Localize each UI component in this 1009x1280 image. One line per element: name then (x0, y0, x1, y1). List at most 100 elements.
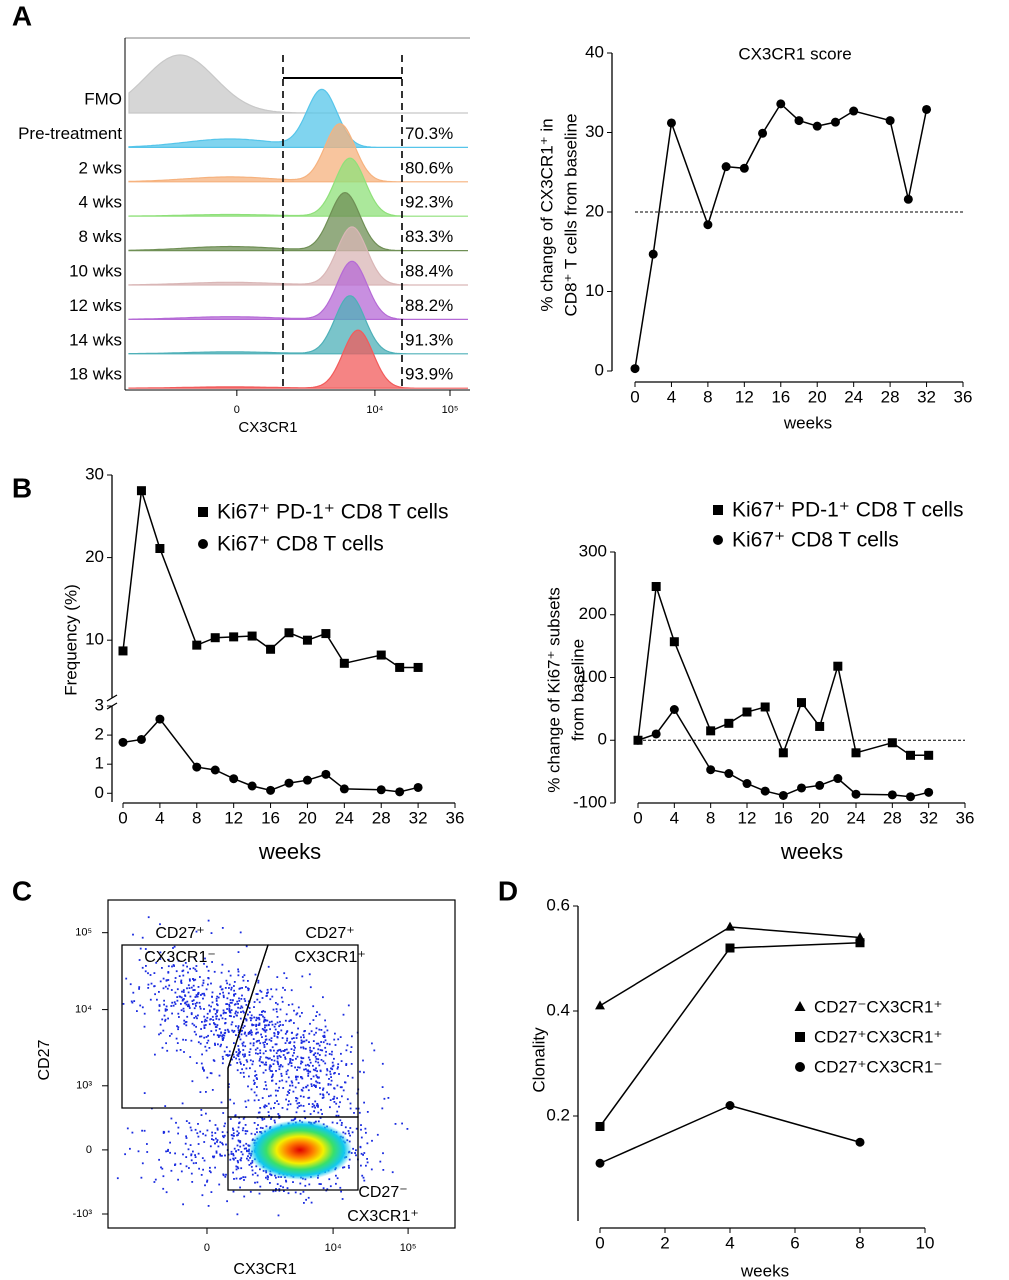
event-dot (291, 1037, 293, 1040)
event-dot (176, 996, 179, 998)
event-dot (266, 1043, 268, 1045)
event-dot (315, 1104, 318, 1107)
chart-title: CX3CR1 score (738, 44, 851, 63)
y-tick-label: 200 (579, 604, 607, 623)
event-dot (226, 1200, 228, 1203)
event-dot (247, 1031, 250, 1034)
marker-circle (739, 163, 749, 173)
event-dot (259, 1056, 262, 1058)
event-dot (213, 1033, 215, 1036)
event-dot (253, 1091, 256, 1094)
event-dot (156, 998, 158, 1001)
event-dot (204, 1018, 207, 1021)
event-dot (317, 1048, 320, 1051)
event-dot (246, 1149, 248, 1152)
event-dot (342, 1089, 345, 1092)
event-dot (173, 1001, 176, 1004)
event-dot (308, 1058, 311, 1061)
event-dot (167, 965, 170, 968)
marker-circle (376, 785, 386, 795)
event-dot (293, 1041, 296, 1044)
histogram (128, 295, 468, 355)
event-dot (323, 1031, 326, 1034)
event-dot (122, 1003, 125, 1005)
event-dot (206, 1179, 209, 1182)
event-dot (162, 1175, 165, 1178)
row-label: 18 wks (69, 365, 122, 384)
event-dot (329, 1185, 332, 1188)
event-dot (221, 1131, 224, 1133)
event-dot (221, 1055, 224, 1058)
event-dot (272, 1063, 275, 1065)
event-dot (141, 936, 144, 939)
event-dot (143, 1012, 146, 1015)
event-dot (208, 1010, 211, 1013)
event-dot (333, 1087, 335, 1090)
event-dot (295, 1111, 298, 1114)
event-dot (167, 1150, 169, 1152)
event-dot (148, 951, 150, 953)
event-dot (241, 1042, 244, 1045)
event-dot (277, 1031, 280, 1034)
event-dot (229, 1098, 232, 1101)
event-dot (216, 1011, 218, 1014)
event-dot (265, 1024, 268, 1027)
event-dot (271, 1023, 274, 1026)
event-dot (329, 1106, 331, 1109)
y-tick-label: -10³ (72, 1208, 92, 1220)
marker-circle (395, 787, 405, 797)
event-dot (294, 1117, 297, 1120)
x-axis-label: weeks (258, 839, 321, 864)
event-dot (269, 1028, 271, 1031)
event-dot (347, 1004, 350, 1007)
event-dot (258, 1001, 261, 1004)
event-dot (339, 1119, 342, 1122)
marker-circle (413, 782, 423, 792)
event-dot (222, 1143, 224, 1146)
y-tick-label: 0.4 (546, 1000, 570, 1019)
event-dot (233, 985, 235, 987)
event-dot (237, 1027, 240, 1029)
value-label: 93.9% (405, 365, 453, 384)
event-dot (303, 1202, 305, 1204)
event-dot (264, 1010, 266, 1013)
event-dot (314, 1106, 316, 1109)
event-dot (164, 1009, 167, 1012)
marker-circle (713, 535, 723, 545)
event-dot (242, 1044, 244, 1047)
event-dot (202, 1132, 204, 1135)
event-dot (360, 1128, 362, 1131)
event-dot (222, 1174, 225, 1177)
row-label: 2 wks (79, 158, 122, 177)
x-tick-label: 10 (916, 1233, 935, 1252)
event-dot (322, 1041, 325, 1044)
event-dot (324, 1039, 327, 1042)
event-dot (266, 1056, 269, 1059)
x-tick-label: 0 (630, 387, 639, 406)
event-dot (262, 1061, 264, 1064)
event-dot (257, 981, 260, 984)
value-label: 83.3% (405, 227, 453, 246)
event-dot (333, 1038, 336, 1041)
value-label: 88.4% (405, 261, 453, 280)
event-dot (341, 1095, 343, 1098)
event-dot (229, 1001, 232, 1004)
event-dot (192, 984, 195, 987)
event-dot (144, 948, 147, 950)
event-dot (300, 1088, 303, 1091)
x-tick-label: 12 (735, 387, 754, 406)
event-dot (149, 998, 152, 1001)
panel-letter: A (12, 0, 32, 31)
histogram (128, 123, 468, 183)
x-tick-label: 8 (192, 808, 201, 827)
event-dot (261, 1127, 264, 1129)
event-dot (304, 1117, 307, 1120)
event-dot (237, 1161, 239, 1164)
event-dot (170, 1169, 173, 1172)
value-label: 88.2% (405, 296, 453, 315)
marker-square (851, 748, 861, 758)
event-dot (266, 988, 269, 991)
event-dot (310, 1201, 313, 1204)
event-dot (309, 1061, 312, 1064)
event-dot (182, 1038, 184, 1041)
